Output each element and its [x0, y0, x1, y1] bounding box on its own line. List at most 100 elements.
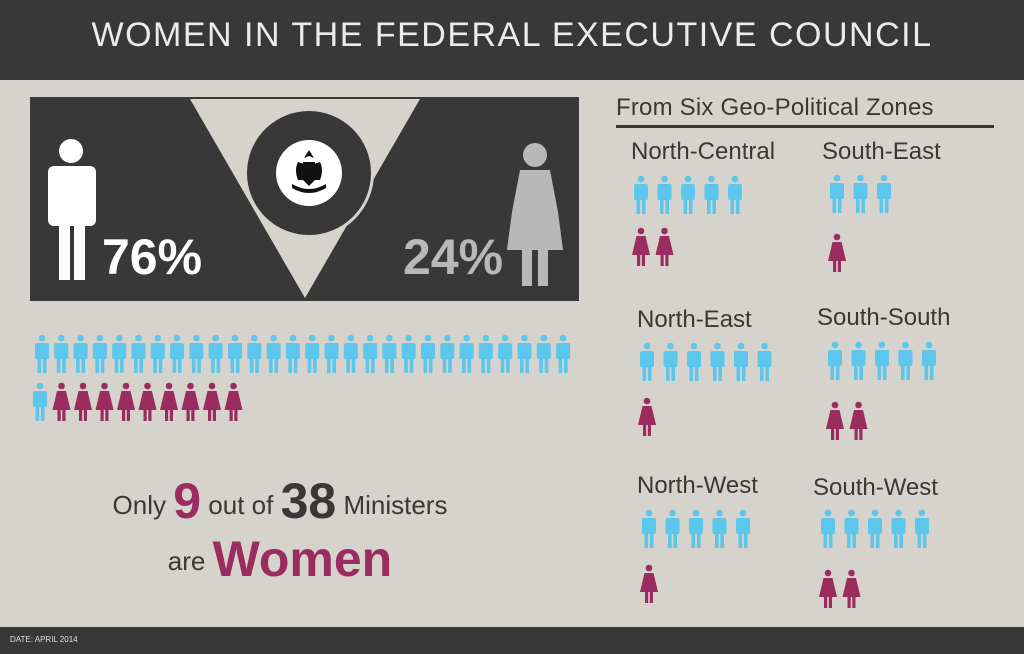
zone-man-icon — [681, 175, 695, 214]
zone-name-south-west: South-West — [813, 474, 938, 501]
overall-man-icon — [228, 334, 242, 373]
overall-man-icon — [54, 334, 69, 373]
overall-man-icon — [421, 334, 435, 373]
overall-man-icon — [35, 334, 49, 373]
footer-date: DATE: APRIL 2014 — [10, 635, 78, 644]
overall-man-icon — [150, 334, 165, 373]
zone-woman-icon — [849, 401, 868, 440]
zone-man-icon — [634, 175, 648, 214]
overall-man-icon — [440, 334, 455, 373]
zone-man-icon — [657, 175, 672, 214]
overall-man-icon — [363, 334, 378, 373]
zone-woman-icon — [826, 401, 844, 440]
man-large-icon — [48, 139, 96, 280]
women-word: Women — [212, 531, 393, 587]
woman-large-icon — [507, 143, 563, 286]
overall-woman-icon — [74, 382, 92, 421]
overall-man-icon — [536, 334, 551, 373]
zone-woman-icon — [640, 564, 658, 603]
zone-man-icon — [736, 509, 750, 548]
zone-woman-icon — [655, 227, 674, 266]
zone-name-north-west: North-West — [637, 472, 758, 499]
zone-woman-icon — [638, 397, 656, 436]
zone-man-icon — [689, 509, 703, 548]
zone-man-icon — [828, 341, 842, 380]
overall-man-icon — [131, 334, 146, 373]
zone-man-icon — [851, 341, 866, 380]
zone-man-icon — [687, 342, 701, 381]
zones-title: From Six Geo-Political Zones — [616, 94, 934, 121]
header-bar: WOMEN IN THE FEDERAL EXECUTIVE COUNCIL — [0, 0, 1024, 80]
ratio-prefix: Only — [112, 490, 166, 520]
zone-man-icon — [821, 509, 835, 548]
coat-of-arms-circle — [244, 108, 374, 238]
zone-name-north-east: North-East — [637, 306, 752, 333]
people-icons-layer — [33, 174, 936, 608]
zone-woman-icon — [828, 233, 846, 272]
overall-man-icon — [382, 334, 397, 373]
overall-woman-icon — [181, 382, 200, 421]
men-percent-label: 76% — [102, 229, 203, 285]
zone-man-icon — [877, 174, 891, 213]
ministers-ratio-line: Only 9 out of 38 Ministers — [30, 472, 530, 530]
zone-man-icon — [875, 341, 889, 380]
overall-man-icon — [459, 334, 474, 373]
zones-title-underline — [616, 125, 994, 128]
zone-man-icon — [640, 342, 654, 381]
zone-name-south-south: South-South — [817, 304, 951, 331]
zone-man-icon — [757, 342, 772, 381]
overall-man-icon — [305, 334, 320, 373]
overall-man-icon — [343, 334, 358, 373]
zone-man-icon — [712, 509, 727, 548]
zone-man-icon — [728, 175, 742, 214]
overall-man-icon — [247, 334, 262, 373]
zone-man-icon — [830, 174, 844, 213]
overall-man-icon — [266, 334, 281, 373]
overall-man-icon — [498, 334, 513, 373]
zone-man-icon — [891, 509, 906, 548]
zone-man-icon — [710, 342, 725, 381]
overall-man-icon — [324, 334, 339, 373]
zone-name-south-east: South-East — [822, 138, 941, 165]
overall-woman-icon — [52, 382, 71, 421]
overall-man-icon — [285, 334, 300, 373]
women-count: 9 — [173, 473, 202, 529]
overall-man-icon — [208, 334, 223, 373]
overall-man-icon — [401, 334, 416, 373]
are-women-line: are Women — [30, 530, 530, 588]
overall-man-icon — [170, 334, 185, 373]
overall-woman-icon — [203, 382, 221, 421]
zone-man-icon — [868, 509, 882, 548]
overall-woman-icon — [95, 382, 114, 421]
zone-man-icon — [898, 341, 913, 380]
overall-man-icon — [517, 334, 532, 373]
zone-man-icon — [642, 509, 656, 548]
overall-man-icon — [33, 382, 47, 421]
zone-man-icon — [663, 342, 678, 381]
overall-man-icon — [73, 334, 88, 373]
zone-man-icon — [665, 509, 680, 548]
zone-man-icon — [922, 341, 936, 380]
women-percent-label: 24% — [403, 229, 504, 285]
overall-woman-icon — [160, 382, 178, 421]
zone-man-icon — [734, 342, 748, 381]
overall-woman-icon — [138, 382, 157, 421]
overall-man-icon — [112, 334, 127, 373]
coat-of-arms-icon — [276, 140, 342, 206]
ratio-middle: out of — [208, 490, 274, 520]
page-title: WOMEN IN THE FEDERAL EXECUTIVE COUNCIL — [91, 16, 933, 54]
overall-man-icon — [556, 334, 571, 373]
overall-man-icon — [189, 334, 204, 373]
overall-man-icon — [478, 334, 493, 373]
zone-man-icon — [853, 174, 868, 213]
overall-man-icon — [92, 334, 107, 373]
zone-woman-icon — [842, 569, 861, 608]
zone-man-icon — [704, 175, 719, 214]
ratio-suffix: Ministers — [343, 490, 448, 520]
zone-woman-icon — [819, 569, 837, 608]
are-word: are — [167, 546, 206, 576]
zone-man-icon — [915, 509, 929, 548]
total-count: 38 — [280, 473, 337, 529]
zone-woman-icon — [632, 227, 650, 266]
overall-woman-icon — [224, 382, 243, 421]
